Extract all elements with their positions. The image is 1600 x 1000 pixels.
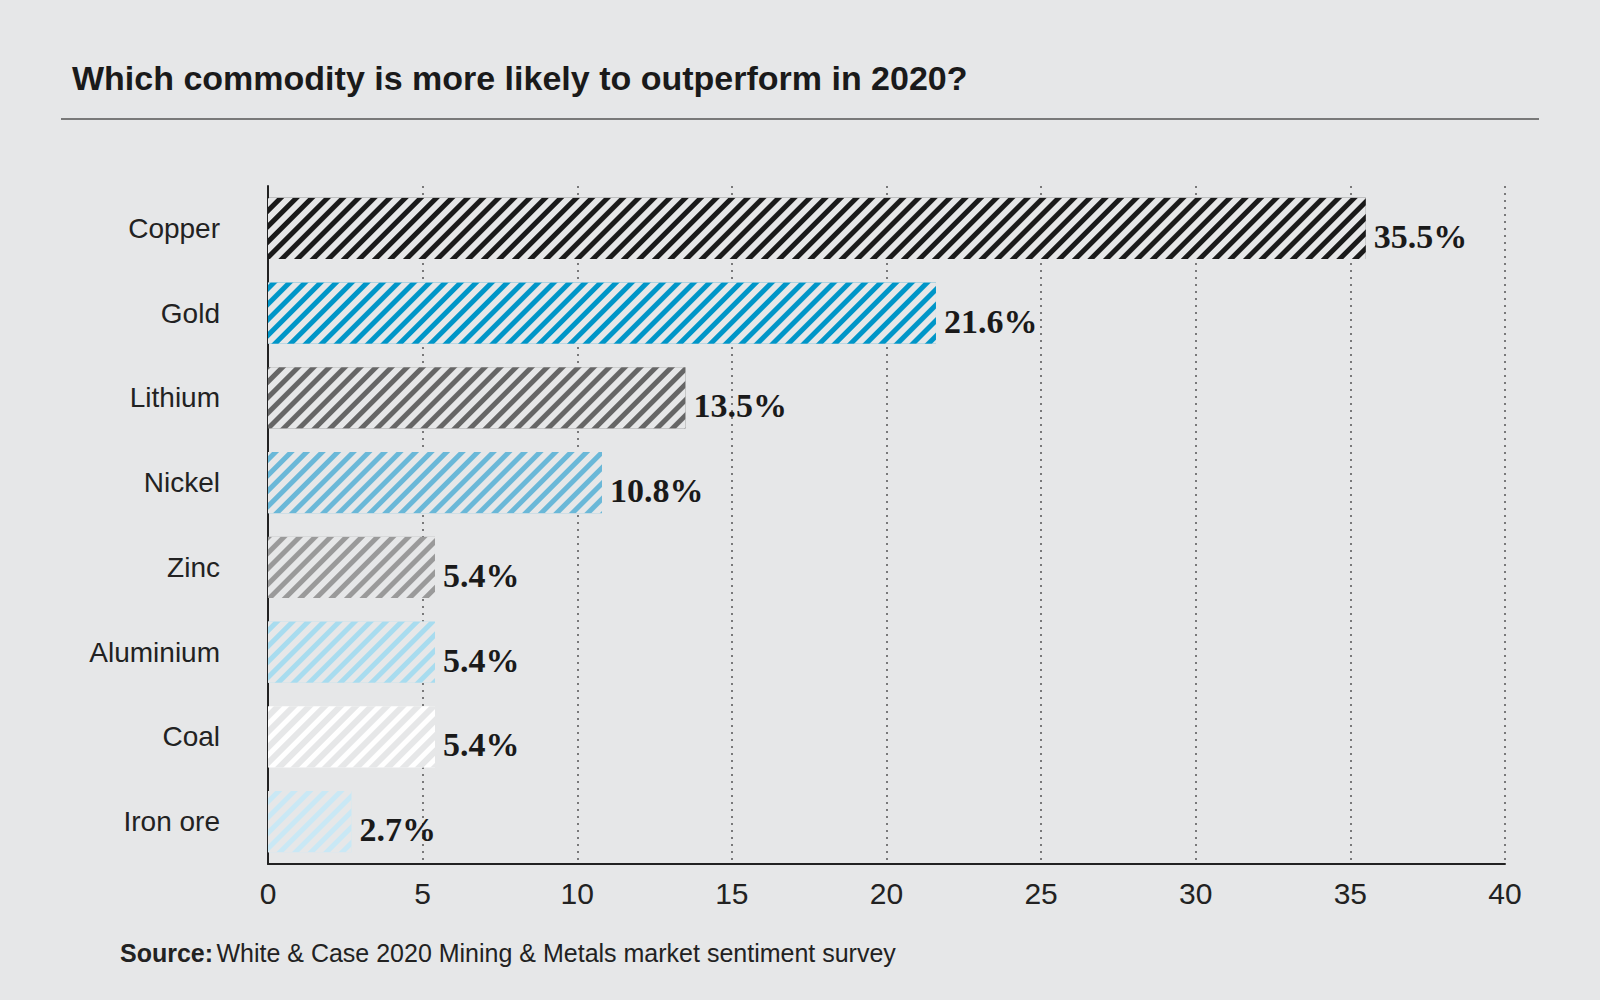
- svg-text:Copper: Copper: [128, 213, 220, 244]
- svg-text:20: 20: [870, 877, 903, 910]
- svg-text:40: 40: [1488, 877, 1521, 910]
- svg-text:Coal: Coal: [162, 721, 220, 752]
- svg-text:Source:: Source:: [120, 939, 213, 967]
- svg-text:10: 10: [561, 877, 594, 910]
- svg-text:Which commodity is more likely: Which commodity is more likely to outper…: [72, 59, 968, 97]
- svg-text:5.4%: 5.4%: [443, 726, 520, 763]
- svg-text:30: 30: [1179, 877, 1212, 910]
- svg-text:5.4%: 5.4%: [443, 557, 520, 594]
- svg-text:Iron ore: Iron ore: [124, 806, 221, 837]
- svg-text:Zinc: Zinc: [167, 552, 220, 583]
- svg-text:White & Case 2020 Mining & Met: White & Case 2020 Mining & Metals market…: [216, 939, 896, 967]
- svg-text:Gold: Gold: [161, 298, 220, 329]
- svg-text:35: 35: [1334, 877, 1367, 910]
- svg-text:5: 5: [414, 877, 431, 910]
- svg-text:15: 15: [715, 877, 748, 910]
- svg-text:25: 25: [1024, 877, 1057, 910]
- svg-text:21.6%: 21.6%: [944, 303, 1038, 340]
- svg-text:2.7%: 2.7%: [359, 811, 436, 848]
- svg-text:Lithium: Lithium: [130, 382, 220, 413]
- svg-text:13.5%: 13.5%: [693, 387, 787, 424]
- svg-text:0: 0: [260, 877, 277, 910]
- svg-text:Aluminium: Aluminium: [89, 637, 220, 668]
- svg-text:5.4%: 5.4%: [443, 642, 520, 679]
- svg-text:Nickel: Nickel: [144, 467, 220, 498]
- svg-text:10.8%: 10.8%: [610, 472, 704, 509]
- svg-text:35.5%: 35.5%: [1374, 218, 1468, 255]
